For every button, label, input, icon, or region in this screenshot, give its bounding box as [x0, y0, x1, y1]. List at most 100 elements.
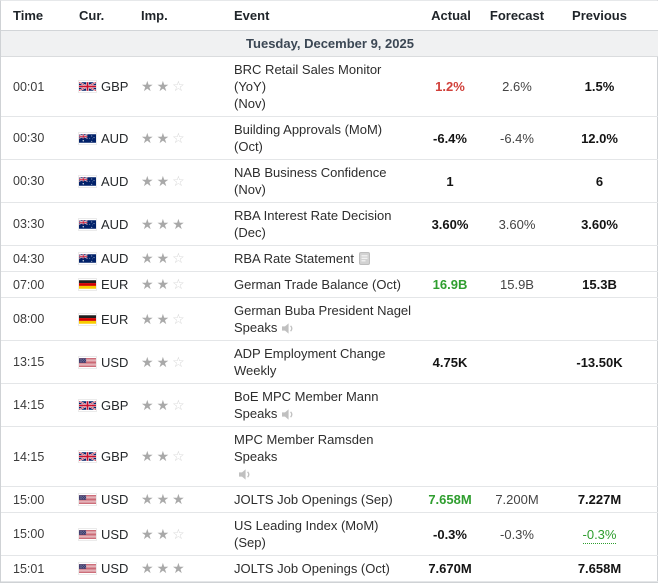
event-cell: BRC Retail Sales Monitor (YoY) (Nov)	[222, 56, 418, 117]
previous-value: 15.3B	[550, 271, 658, 298]
star-icon: ☆	[172, 129, 185, 146]
forecast-value	[484, 555, 550, 582]
table-row[interactable]: 00:30 AUD ★ ★ ☆ NAB Business Confidence (Nov…	[1, 159, 658, 203]
table-row[interactable]: 15:00 USD ★ ★ ☆ US Leading Index (MoM) (Sep)…	[1, 512, 658, 556]
currency-code: AUD	[101, 216, 129, 232]
currency-code: EUR	[101, 277, 129, 292]
currency-cell: AUD	[65, 116, 137, 160]
previous-value	[550, 383, 658, 427]
currency-code: AUD	[101, 251, 129, 266]
importance-stars: ★ ★ ☆	[137, 245, 222, 272]
star-icon: ★	[156, 78, 170, 94]
star-icon: ☆	[172, 396, 185, 413]
importance-stars: ★ ★ ☆	[137, 271, 222, 298]
star-icon: ★	[141, 276, 154, 292]
event-time: 15:00	[1, 512, 65, 556]
event-cell: German Trade Balance (Oct)	[222, 271, 418, 298]
actual-value: 7.658M	[418, 486, 484, 513]
event-name[interactable]: Speaks	[234, 320, 278, 335]
event-name[interactable]: BRC Retail Sales Monitor (YoY)	[234, 62, 382, 94]
importance-stars: ★ ★ ☆	[137, 56, 222, 117]
currency-code: GBP	[101, 79, 129, 94]
flag-eur-icon	[79, 279, 96, 290]
star-icon: ★	[172, 560, 185, 576]
event-line: RBA Rate Statement	[234, 250, 412, 267]
table-row[interactable]: 13:15 USD ★ ★ ☆ ADP Employment Change Weekly 4…	[1, 340, 658, 384]
event-line: BoE MPC Member Mann	[234, 388, 412, 405]
star-icon: ★	[141, 172, 154, 189]
event-name[interactable]: Building Approvals (MoM) (Oct)	[234, 122, 383, 154]
event-name[interactable]: Speaks	[234, 406, 278, 421]
previous-value: -13.50K	[550, 340, 658, 384]
table-row[interactable]: 15:01 USD ★ ★ ★ JOLTS Job Openings (Oct) 7.67…	[1, 555, 658, 582]
previous-value	[550, 426, 658, 487]
speaker-icon	[282, 409, 293, 420]
currency-code: AUD	[101, 130, 129, 146]
event-line: (Dec)	[234, 224, 412, 241]
event-name[interactable]: MPC Member Ramsden Speaks	[234, 432, 374, 464]
star-icon: ★	[141, 353, 154, 370]
event-time: 04:30	[1, 245, 65, 272]
star-icon: ☆	[172, 353, 185, 370]
table-row[interactable]: 08:00 EUR ★ ★ ☆ German Buba President Nagel S…	[1, 297, 658, 341]
column-header-actual: Actual	[418, 1, 484, 31]
column-header-forecast: Forecast	[484, 1, 550, 31]
event-name[interactable]: RBA Rate Statement	[234, 251, 354, 266]
currency-code: USD	[101, 492, 129, 507]
report-icon[interactable]	[358, 252, 370, 265]
actual-value: 16.9B	[418, 271, 484, 298]
event-name[interactable]: Weekly	[234, 363, 277, 378]
currency-cell: GBP	[65, 426, 137, 487]
event-name[interactable]: BoE MPC Member Mann	[234, 389, 379, 404]
event-name[interactable]: NAB Business Confidence (Nov)	[234, 165, 387, 197]
forecast-value	[484, 426, 550, 487]
event-name[interactable]: German Trade Balance (Oct)	[234, 277, 401, 292]
event-name[interactable]: JOLTS Job Openings (Oct)	[234, 561, 390, 576]
event-line: German Buba President Nagel	[234, 302, 412, 319]
flag-aud-icon	[78, 219, 96, 230]
currency-code: USD	[101, 526, 129, 542]
importance-stars: ★ ★ ☆	[137, 159, 222, 203]
star-icon: ★	[156, 491, 170, 507]
table-row[interactable]: 04:30 AUD ★ ★ ☆ RBA Rate Statement	[1, 245, 658, 272]
table-row[interactable]: 15:00 USD ★ ★ ★ JOLTS Job Openings (Sep) 7.65…	[1, 486, 658, 513]
event-line: ADP Employment Change	[234, 345, 412, 362]
star-icon: ★	[156, 250, 170, 266]
star-icon: ★	[141, 491, 154, 507]
event-line: US Leading Index (MoM) (Sep)	[234, 517, 412, 551]
star-icon: ☆	[172, 276, 185, 292]
event-line	[234, 465, 412, 482]
flag-aud-icon	[78, 253, 96, 264]
event-name[interactable]: ADP Employment Change	[234, 346, 386, 361]
table-row[interactable]: 07:00 EUR ★ ★ ☆ German Trade Balance (Oct) 16…	[1, 271, 658, 298]
table-row[interactable]: 03:30 AUD ★ ★ ★ RBA Interest Rate Decision (D…	[1, 202, 658, 246]
column-header-previous: Previous	[550, 1, 658, 31]
table-row[interactable]: 00:01 GBP ★ ★ ☆ BRC Retail Sales Monitor (Yo…	[1, 56, 658, 117]
event-name[interactable]: US Leading Index (MoM) (Sep)	[234, 518, 379, 550]
currency-code: USD	[101, 561, 129, 576]
event-cell: JOLTS Job Openings (Sep)	[222, 486, 418, 513]
event-name[interactable]: (Dec)	[234, 225, 266, 240]
flag-aud-icon	[78, 176, 96, 187]
event-name[interactable]: JOLTS Job Openings (Sep)	[234, 492, 393, 507]
currency-cell: USD	[65, 555, 137, 582]
event-cell: Building Approvals (MoM) (Oct)	[222, 116, 418, 160]
event-name[interactable]: German Buba President Nagel	[234, 303, 412, 318]
previous-value[interactable]: -0.3%	[550, 512, 658, 556]
table-row[interactable]: 00:30 AUD ★ ★ ☆ Building Approvals (MoM) (Oc…	[1, 116, 658, 160]
event-line: Speaks	[234, 319, 412, 336]
star-icon: ★	[141, 215, 154, 232]
table-row[interactable]: 14:15 GBP ★ ★ ☆ MPC Member Ramsden Speaks	[1, 426, 658, 487]
actual-value	[418, 383, 484, 427]
event-name[interactable]: RBA Interest Rate Decision	[234, 208, 392, 223]
importance-stars: ★ ★ ☆	[137, 116, 222, 160]
event-time: 13:15	[1, 340, 65, 384]
forecast-value: -0.3%	[484, 512, 550, 556]
table-row[interactable]: 14:15 GBP ★ ★ ☆ BoE MPC Member Mann Speaks	[1, 383, 658, 427]
column-header-time: Time	[1, 1, 65, 31]
currency-code: GBP	[101, 449, 129, 464]
event-name[interactable]: (Nov)	[234, 96, 266, 111]
previous-value: 3.60%	[550, 202, 658, 246]
column-header-event: Event	[222, 1, 418, 31]
flag-aud-icon	[78, 133, 96, 144]
